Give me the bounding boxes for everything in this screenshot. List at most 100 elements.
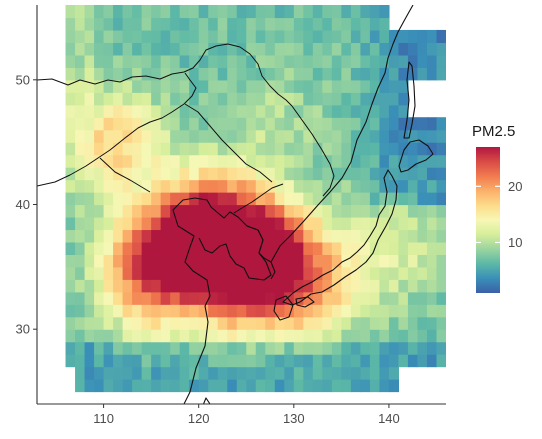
heatmap-cell-r2-c25 [303, 354, 314, 368]
heatmap-cell-r12-c0 [65, 229, 76, 243]
heatmap-cell-r5-c31 [360, 316, 371, 330]
heatmap-cell-r3-c34 [388, 341, 400, 355]
heatmap-cell-r23-c35 [398, 92, 409, 106]
heatmap-cell-r27-c33 [379, 42, 390, 56]
heatmap-cell-r11-c24 [293, 241, 304, 255]
heatmap-cell-r5-c33 [379, 316, 390, 330]
heatmap-cell-r15-c2 [84, 192, 95, 206]
heatmap-cell-r10-c33 [379, 254, 390, 268]
heatmap-cell-r10-c22 [274, 254, 285, 268]
heatmap-cell-r20-c3 [94, 129, 105, 143]
heatmap-cell-r8-c4 [103, 279, 114, 293]
heatmap-cell-r2-c8 [141, 354, 152, 368]
heatmap-cell-r11-c30 [350, 241, 361, 255]
heatmap-cell-r7-c8 [141, 291, 152, 305]
legend-title: PM2.5 [472, 123, 515, 140]
heatmap-cell-r10-c16 [217, 254, 228, 268]
heatmap-cell-r7-c32 [369, 291, 381, 305]
heatmap-cell-r4-c4 [103, 329, 114, 343]
heatmap-cell-r30-c23 [284, 5, 295, 19]
heatmap-cell-r15-c34 [388, 192, 400, 206]
heatmap-cell-r13-c6 [122, 216, 133, 231]
heatmap-cell-r4-c19 [246, 329, 257, 343]
heatmap-cell-r3-c9 [151, 341, 162, 355]
heatmap-cell-r29-c11 [170, 17, 181, 31]
heatmap-cell-r3-c4 [103, 341, 114, 355]
heatmap-cell-r11-c29 [341, 241, 352, 255]
heatmap-cell-r24-c20 [255, 79, 266, 93]
heatmap-cell-r21-c12 [179, 117, 190, 131]
heatmap-cell-r14-c13 [189, 204, 200, 218]
legend-tick-label-10: 10 [508, 235, 522, 250]
heatmap-cell-r18-c11 [170, 154, 181, 168]
heatmap-cell-r5-c14 [198, 316, 209, 330]
heatmap-cell-r5-c7 [132, 316, 143, 330]
heatmap-cell-r20-c37 [417, 129, 428, 143]
heatmap-cell-r1-c12 [179, 366, 190, 380]
heatmap-cell-r16-c3 [94, 179, 105, 193]
heatmap-cell-r1-c14 [198, 366, 209, 380]
heatmap-cell-r24-c0 [65, 79, 76, 93]
heatmap-cell-r26-c4 [103, 54, 114, 68]
heatmap-cell-r13-c31 [360, 216, 371, 231]
heatmap-cell-r18-c31 [360, 154, 371, 168]
heatmap-cell-r5-c13 [189, 316, 200, 330]
heatmap-cell-r23-c18 [236, 92, 247, 106]
heatmap-cell-r12-c14 [198, 229, 209, 243]
heatmap-cell-r26-c20 [255, 54, 266, 68]
heatmap-cell-r5-c12 [179, 316, 190, 330]
heatmap-cell-r24-c33 [379, 79, 390, 93]
heatmap-cell-r9-c32 [369, 266, 381, 280]
heatmap-cell-r13-c30 [350, 216, 361, 231]
heatmap-cell-r18-c38 [426, 154, 438, 168]
heatmap-cell-r18-c0 [65, 154, 76, 168]
heatmap-cell-r28-c3 [94, 29, 105, 44]
heatmap-cell-r0-c27 [322, 379, 333, 393]
heatmap-cell-r16-c27 [322, 179, 333, 193]
heatmap-cell-r25-c1 [75, 67, 86, 81]
heatmap-cell-r22-c2 [84, 104, 95, 118]
heatmap-cell-r5-c2 [84, 316, 95, 330]
heatmap-cell-r1-c23 [284, 366, 295, 380]
heatmap-cell-r21-c26 [312, 117, 323, 131]
heatmap-cell-r24-c10 [160, 79, 171, 93]
heatmap-cell-r20-c32 [369, 129, 381, 143]
heatmap-cell-r22-c30 [350, 104, 361, 118]
heatmap-cell-r6-c1 [75, 304, 86, 318]
heatmap-cell-r11-c39 [436, 241, 446, 255]
heatmap-cell-r21-c17 [227, 117, 238, 131]
heatmap-cell-r23-c17 [227, 92, 238, 106]
heatmap-cell-r25-c19 [246, 67, 257, 81]
heatmap-cell-r25-c3 [94, 67, 105, 81]
heatmap-cell-r28-c20 [255, 29, 266, 44]
heatmap-cell-r10-c23 [284, 254, 295, 268]
heatmap-cell-r23-c15 [208, 92, 219, 106]
heatmap-cell-r27-c4 [103, 42, 114, 56]
heatmap-cell-r13-c35 [398, 216, 409, 231]
heatmap-cell-r11-c5 [113, 241, 124, 255]
heatmap-cell-r21-c22 [274, 117, 285, 131]
heatmap-cell-r29-c5 [113, 17, 124, 31]
heatmap-cell-r29-c15 [208, 17, 219, 31]
heatmap-cell-r27-c20 [255, 42, 266, 56]
heatmap-cell-r19-c14 [198, 142, 209, 156]
heatmap-cell-r8-c8 [141, 279, 152, 293]
heatmap-cell-r16-c16 [217, 179, 228, 193]
heatmap-cell-r9-c26 [312, 266, 323, 280]
heatmap-cell-r18-c14 [198, 154, 209, 168]
heatmap-cell-r6-c2 [84, 304, 95, 318]
heatmap-cell-r8-c17 [227, 279, 238, 293]
heatmap-cell-r4-c20 [255, 329, 266, 343]
heatmap-cell-r17-c36 [407, 167, 419, 181]
heatmap-cell-r17-c38 [426, 167, 438, 181]
heatmap-cell-r20-c36 [407, 129, 419, 143]
heatmap-cell-r26-c2 [84, 54, 95, 68]
heatmap-cell-r19-c38 [426, 142, 438, 156]
heatmap-cell-r27-c27 [322, 42, 333, 56]
heatmap-cell-r19-c0 [65, 142, 76, 156]
heatmap-cell-r27-c26 [312, 42, 323, 56]
heatmap-cell-r18-c21 [265, 154, 276, 168]
heatmap-cell-r6-c0 [65, 304, 76, 318]
heatmap-cell-r29-c23 [284, 17, 295, 31]
heatmap-cell-r21-c16 [217, 117, 228, 131]
